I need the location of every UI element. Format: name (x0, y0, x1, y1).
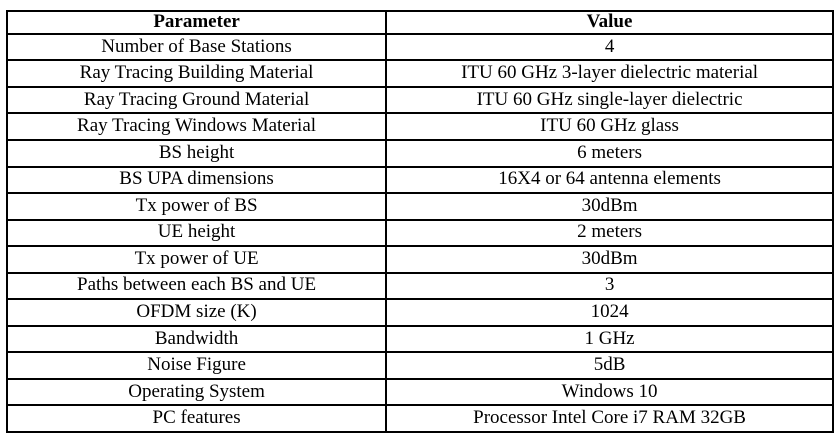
table-row: Ray Tracing Building Material ITU 60 GHz … (5, 59, 834, 88)
table-row: Operating System Windows 10 (5, 377, 834, 407)
table-row: Paths between each BS and UE 3 (5, 271, 834, 301)
table-row: BS height 6 meters (5, 139, 834, 168)
header-value: Value (385, 10, 834, 35)
parameter-cell: Bandwidth (5, 324, 388, 354)
table-row: Ray Tracing Ground Material ITU 60 GHz si… (5, 85, 834, 115)
value-cell: 16X4 or 64 antenna elements (385, 165, 834, 195)
parameter-cell: PC features (5, 404, 388, 433)
parameter-cell: BS UPA dimensions (5, 165, 388, 195)
table-body: Number of Base Stations 4 Ray Tracing Buil… (5, 32, 834, 433)
value-cell: Processor Intel Core i7 RAM 32GB (385, 404, 834, 433)
table-row: Bandwidth 1 GHz (5, 324, 834, 354)
header-row: Parameter Value (5, 10, 834, 35)
header-parameter: Parameter (5, 10, 388, 35)
table-row: Ray Tracing Windows Material ITU 60 GHz g… (5, 112, 834, 141)
value-cell: 4 (385, 32, 834, 62)
value-cell: ITU 60 GHz 3-layer dielectric material (385, 59, 834, 88)
table-row: PC features Processor Intel Core i7 RAM 3… (5, 404, 834, 433)
value-cell: 30dBm (385, 192, 834, 221)
parameter-cell: Ray Tracing Building Material (5, 59, 388, 88)
parameter-cell: Noise Figure (5, 351, 388, 380)
parameter-cell: Ray Tracing Windows Material (5, 112, 388, 141)
value-cell: Windows 10 (385, 377, 834, 407)
value-cell: 3 (385, 271, 834, 301)
parameter-cell: OFDM size (K) (5, 298, 388, 327)
parameter-cell: Tx power of BS (5, 192, 388, 221)
value-cell: 30dBm (385, 245, 834, 274)
table-row: Tx power of BS 30dBm (5, 192, 834, 221)
parameter-cell: Number of Base Stations (5, 32, 388, 62)
parameter-cell: UE height (5, 218, 388, 248)
table-row: BS UPA dimensions 16X4 or 64 antenna elem… (5, 165, 834, 195)
parameter-cell: Operating System (5, 377, 388, 407)
parameters-table: Parameter Value Number of Base Stations 4… (5, 10, 834, 433)
parameter-cell: Ray Tracing Ground Material (5, 85, 388, 115)
table-row: UE height 2 meters (5, 218, 834, 248)
parameter-cell: Tx power of UE (5, 245, 388, 274)
value-cell: 1024 (385, 298, 834, 327)
value-cell: 1 GHz (385, 324, 834, 354)
parameter-cell: BS height (5, 139, 388, 168)
value-cell: ITU 60 GHz single-layer dielectric (385, 85, 834, 115)
table-row: Number of Base Stations 4 (5, 32, 834, 62)
value-cell: 6 meters (385, 139, 834, 168)
parameter-cell: Paths between each BS and UE (5, 271, 388, 301)
table-row: Tx power of UE 30dBm (5, 245, 834, 274)
value-cell: 5dB (385, 351, 834, 380)
table-row: OFDM size (K) 1024 (5, 298, 834, 327)
value-cell: 2 meters (385, 218, 834, 248)
table-row: Noise Figure 5dB (5, 351, 834, 380)
value-cell: ITU 60 GHz glass (385, 112, 834, 141)
